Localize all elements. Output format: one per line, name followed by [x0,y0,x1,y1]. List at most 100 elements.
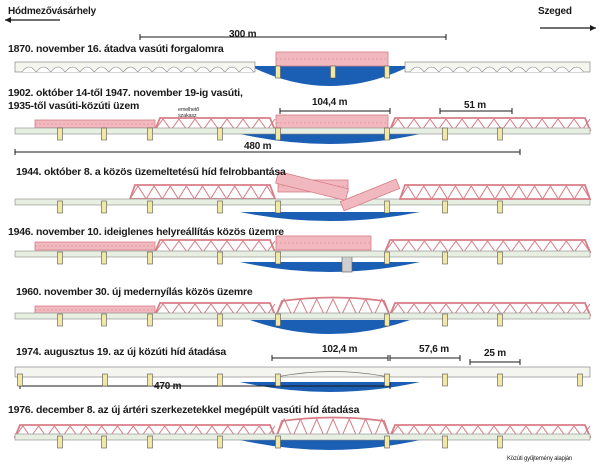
pier-1946-0 [57,251,63,265]
wreck-span-a-tilt-1944 [275,170,349,202]
deck-1960 [14,312,591,320]
city-left-label: Hódmezővásárhely [8,6,96,17]
pier-1944-1 [101,200,107,214]
pier-1946-3 [217,251,223,265]
truss-river-1960-web [275,297,391,318]
title-1902-line2: 1935-től vasúti-közúti üzem [8,100,140,112]
pier-1902-2 [147,127,153,141]
pier-1944-4 [275,200,281,214]
road-bridge-arch-1974 [275,371,389,378]
pier-1976-1 [101,435,107,449]
viaduct-arch-1870-r5 [482,66,497,73]
water-1946 [240,262,420,272]
pier-1974-3 [217,373,223,387]
viaduct-arch-1870-7 [123,66,138,73]
pier-1974-7 [497,373,503,387]
pier-1946-1 [101,251,107,265]
truss-left-1902-web [154,118,276,131]
viaduct-arch-1870-r9 [540,66,555,73]
dim-300m: 300 m [229,29,257,40]
viaduct-arch-1870-15 [239,66,254,73]
pier-1944-0 [57,200,63,214]
pier-1944-2 [147,200,153,214]
title-1870: 1870. november 16. átadva vasúti forgalo… [8,43,224,55]
pier-1976-2 [147,435,153,449]
water-1974 [240,382,420,392]
pier-1944-3 [217,200,223,214]
water-1870 [250,66,410,86]
dim-102m: 102,4 m [322,344,358,355]
truss-left-1946-web [154,240,276,253]
pier-1960-7 [497,313,503,327]
truss-left-1976-web [14,425,276,438]
arrow-left-to-hodmezovasarhely-head [5,17,11,23]
pier-1974-8 [577,373,583,387]
deck-1976 [14,433,591,441]
viaduct-arch-1870-r0 [409,66,425,73]
dim-25m: 25 m [484,348,506,359]
pier-1974-4 [275,373,281,387]
viaduct-arch-1870-6 [108,66,124,73]
truss-river-1976-web [275,417,391,440]
dim-104m: 104,4 m [312,97,348,108]
pier-1976-5 [384,435,390,449]
pier-1946-5 [384,251,390,265]
pier-1946-2 [147,251,153,265]
viaduct-arch-1870-r6 [496,66,512,73]
pier-1902-7 [497,127,503,141]
pier-1976-6 [442,435,448,449]
deck-1946 [14,250,591,258]
pier-1960-2 [147,313,153,327]
pier-1974-0 [17,373,23,387]
pier-1960-6 [442,313,448,327]
water-1976 [240,440,420,450]
pier-1902-3 [217,127,223,141]
pier-1870-1 [330,65,336,79]
viaduct-arch-1870-10 [166,66,182,73]
viaduct-arch-1870-0 [21,66,37,73]
lift-span-note: emelhető szakasz [178,107,200,119]
source-credit: Közúti gyűjtemény alapján [507,456,573,462]
pier-1974-2 [147,373,153,387]
water-1960 [250,320,410,334]
pier-1974-6 [442,373,448,387]
pier-1944-7 [497,200,503,214]
viaduct-arch-1870-r3 [453,66,468,73]
wreck-span-b-1944 [339,178,401,212]
arrow-right-to-szeged-head [590,25,596,31]
truss-left-1960-web [154,303,276,316]
pier-1870-0 [275,65,281,79]
viaduct-arch-1870-4 [79,66,95,73]
pier-1976-4 [275,435,281,449]
pier-1944-6 [442,200,448,214]
viaduct-arch-1870-12 [195,66,211,73]
pier-1902-5 [384,127,390,141]
truss-river-1960 [275,296,391,317]
pier-1902-1 [101,127,107,141]
deck-1902 [14,127,591,135]
truss-right-1944 [398,184,592,200]
title-1960: 1960. november 30. új medernyílás közös … [16,286,253,298]
viaduct-arch-1870-9 [152,66,167,73]
pier-1976-7 [497,435,503,449]
pier-1960-3 [217,313,223,327]
title-1944: 1944. október 8. a közös üzemeltetésű hí… [16,166,286,178]
truss-right-1946-web [384,240,591,253]
city-right-label: Szeged [538,6,572,17]
pier-1946-7 [497,251,503,265]
viaduct-arch-1870-1 [36,66,51,73]
truss-right-1944-web [399,185,591,200]
viaduct-arch-1870-2 [50,66,66,73]
viaduct-arch-1870-5 [94,66,109,73]
pier-1902-6 [442,127,448,141]
dim-480m: 480 m [244,141,272,152]
viaduct-arch-1870-14 [224,66,240,73]
viaduct-arch-1870-r10 [554,66,570,73]
viaduct-arch-1870-13 [210,66,225,73]
viaduct-arch-1870-8 [137,66,153,73]
pier-1960-1 [101,313,107,327]
dim-57m: 57,6 m [419,344,449,355]
water-1902 [240,134,420,144]
pier-1944-5 [384,200,390,214]
